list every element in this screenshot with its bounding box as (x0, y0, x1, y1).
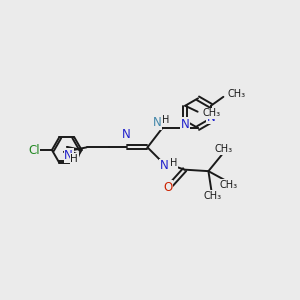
Text: CH₃: CH₃ (202, 108, 220, 118)
Text: N: N (153, 116, 161, 129)
Text: H: H (162, 115, 169, 125)
Text: Cl: Cl (28, 143, 40, 157)
Text: CH₃: CH₃ (214, 144, 232, 154)
Text: H: H (70, 154, 78, 164)
Text: N: N (206, 111, 215, 124)
Text: H: H (170, 158, 177, 168)
Text: N: N (122, 128, 131, 141)
Text: N: N (64, 149, 73, 162)
Text: N: N (181, 118, 190, 131)
Text: CH₃: CH₃ (219, 179, 237, 190)
Text: O: O (163, 181, 172, 194)
Text: CH₃: CH₃ (204, 191, 222, 201)
Text: N: N (160, 159, 168, 172)
Text: CH₃: CH₃ (228, 89, 246, 100)
